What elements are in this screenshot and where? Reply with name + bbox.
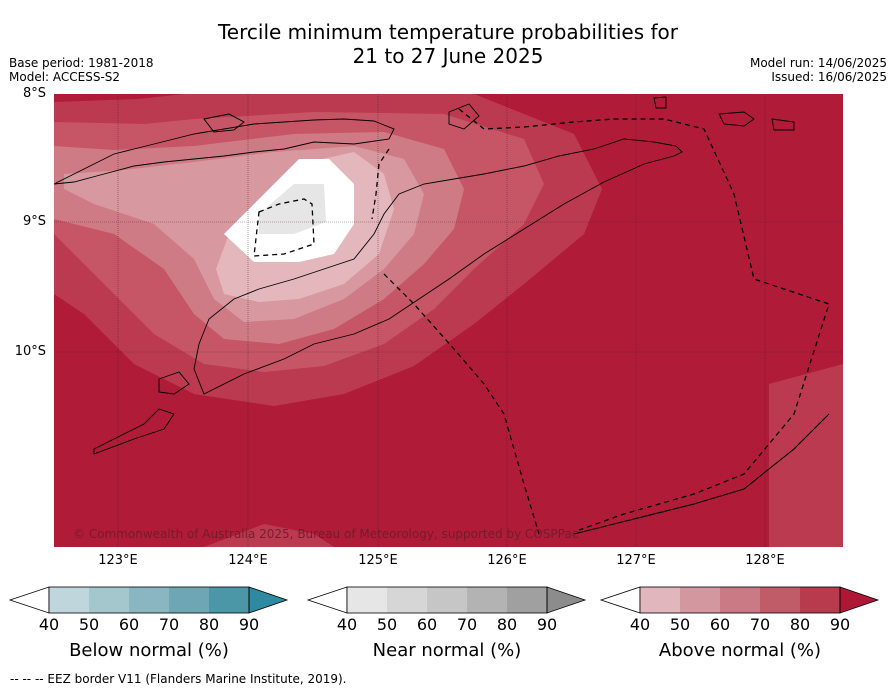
cb-near-tick: 50	[376, 615, 398, 634]
coast-islet-2	[718, 111, 755, 127]
map-title-line-1: Tercile minimum temperature probabilitie…	[217, 20, 679, 44]
eez-borders	[253, 108, 830, 535]
eez-line-oecusse	[253, 198, 315, 257]
cb-above-tick: 70	[749, 615, 771, 634]
lon-label-124e: 124°E	[228, 553, 268, 568]
colorbar-near-extend-low	[306, 586, 348, 614]
cb-near-tick: 80	[496, 615, 518, 634]
lat-label-10s: 10°S	[14, 344, 46, 359]
coast-alor	[203, 113, 245, 133]
colorbars	[8, 586, 880, 614]
colorbar-above-normal	[599, 586, 880, 614]
colorbar-near-bin-1	[347, 587, 387, 613]
cb-above-tick: 60	[709, 615, 731, 634]
colorbar-below-extend-low	[8, 586, 50, 614]
cb-above-tick: 50	[669, 615, 691, 634]
cb-below-tick: 70	[158, 615, 180, 634]
colorbar-above-bin-4	[760, 587, 800, 613]
cb-below-tick: 40	[38, 615, 60, 634]
colorbar-near-frame	[346, 586, 548, 614]
colorbar-above-bin-3	[720, 587, 760, 613]
coast-sawu	[93, 408, 175, 455]
lat-label-8s: 8°S	[22, 86, 46, 101]
lon-label-126e: 126°E	[487, 553, 527, 568]
cb-above-tick: 80	[789, 615, 811, 634]
coast-islet-3	[771, 118, 795, 131]
contour-near-40	[259, 184, 326, 234]
graticule	[54, 94, 843, 547]
lon-label-125e: 125°E	[358, 553, 398, 568]
map-title-line-2: 21 to 27 June 2025	[352, 44, 544, 68]
cb-below-tick: 60	[118, 615, 140, 634]
cb-below-tick: 80	[198, 615, 220, 634]
colorbar-above-frame	[639, 586, 841, 614]
maritime-boundary-solid	[573, 413, 830, 535]
cb-below-tick: 50	[78, 615, 100, 634]
model-run: Model run: 14/06/2025	[749, 56, 887, 70]
cb-above-tick: 90	[829, 615, 851, 634]
colorbar-near-extend-high	[546, 586, 587, 614]
coast-roti	[158, 371, 190, 395]
eez-line-west	[371, 148, 390, 220]
cb-above-title: Above normal (%)	[658, 640, 822, 661]
cb-near-tick: 70	[456, 615, 478, 634]
colorbar-near-normal	[306, 586, 587, 614]
colorbar-near-bin-2	[387, 587, 427, 613]
contour-above-80-sw	[204, 524, 334, 547]
cb-below-tick: 90	[238, 615, 260, 634]
lat-label-9s: 9°S	[22, 214, 46, 229]
colorbar-above-extend-low	[599, 586, 641, 614]
meta-right: Model run: 14/06/2025 Issued: 16/06/2025	[750, 56, 887, 84]
cb-below-title: Below normal (%)	[69, 640, 229, 661]
coastlines	[54, 96, 795, 455]
cb-near-title: Near normal (%)	[372, 640, 522, 661]
eez-line-main	[458, 108, 830, 531]
colorbar-below-bin-4	[169, 587, 209, 613]
colorbar-below-frame	[48, 586, 250, 614]
cb-near-tick: 90	[536, 615, 558, 634]
colorbar-near-bin-4	[467, 587, 507, 613]
colorbar-above-bin-2	[680, 587, 720, 613]
colorbar-near-bin-5	[507, 587, 547, 613]
colorbar-above-bin-5	[800, 587, 840, 613]
meta-left: Base period: 1981-2018 Model: ACCESS-S2	[9, 56, 154, 84]
colorbar-near-bin-3	[427, 587, 467, 613]
coast-islet-1	[653, 96, 667, 109]
colorbar-below-extend-high	[248, 586, 289, 614]
colorbar-below-bin-3	[129, 587, 169, 613]
coast-timor	[193, 138, 683, 395]
lon-label-127e: 127°E	[616, 553, 656, 568]
coast-flores	[54, 118, 395, 185]
cb-near-tick: 40	[336, 615, 358, 634]
colorbar-below-normal	[8, 586, 289, 614]
contour-above-80-se	[769, 364, 843, 547]
colorbar-below-bin-1	[49, 587, 89, 613]
issued-date: Issued: 16/06/2025	[771, 70, 887, 84]
model-name: Model: ACCESS-S2	[9, 70, 121, 84]
map-panel	[54, 94, 843, 547]
eez-line-timor	[383, 273, 540, 535]
base-period: Base period: 1981-2018	[9, 56, 154, 70]
lon-label-128e: 128°E	[745, 553, 785, 568]
colorbar-below-bin-2	[89, 587, 129, 613]
colorbar-above-bin-1	[640, 587, 680, 613]
colorbar-above-extend-high	[839, 586, 880, 614]
copyright-watermark: © Commonwealth of Australia 2025, Bureau…	[73, 527, 579, 541]
footnote-eez: -- -- -- EEZ border V11 (Flanders Marine…	[10, 672, 347, 686]
lon-label-123e: 123°E	[98, 553, 138, 568]
coast-wetar	[448, 103, 480, 130]
colorbar-below-bin-5	[209, 587, 249, 613]
cb-above-tick: 40	[629, 615, 651, 634]
cb-near-tick: 60	[416, 615, 438, 634]
